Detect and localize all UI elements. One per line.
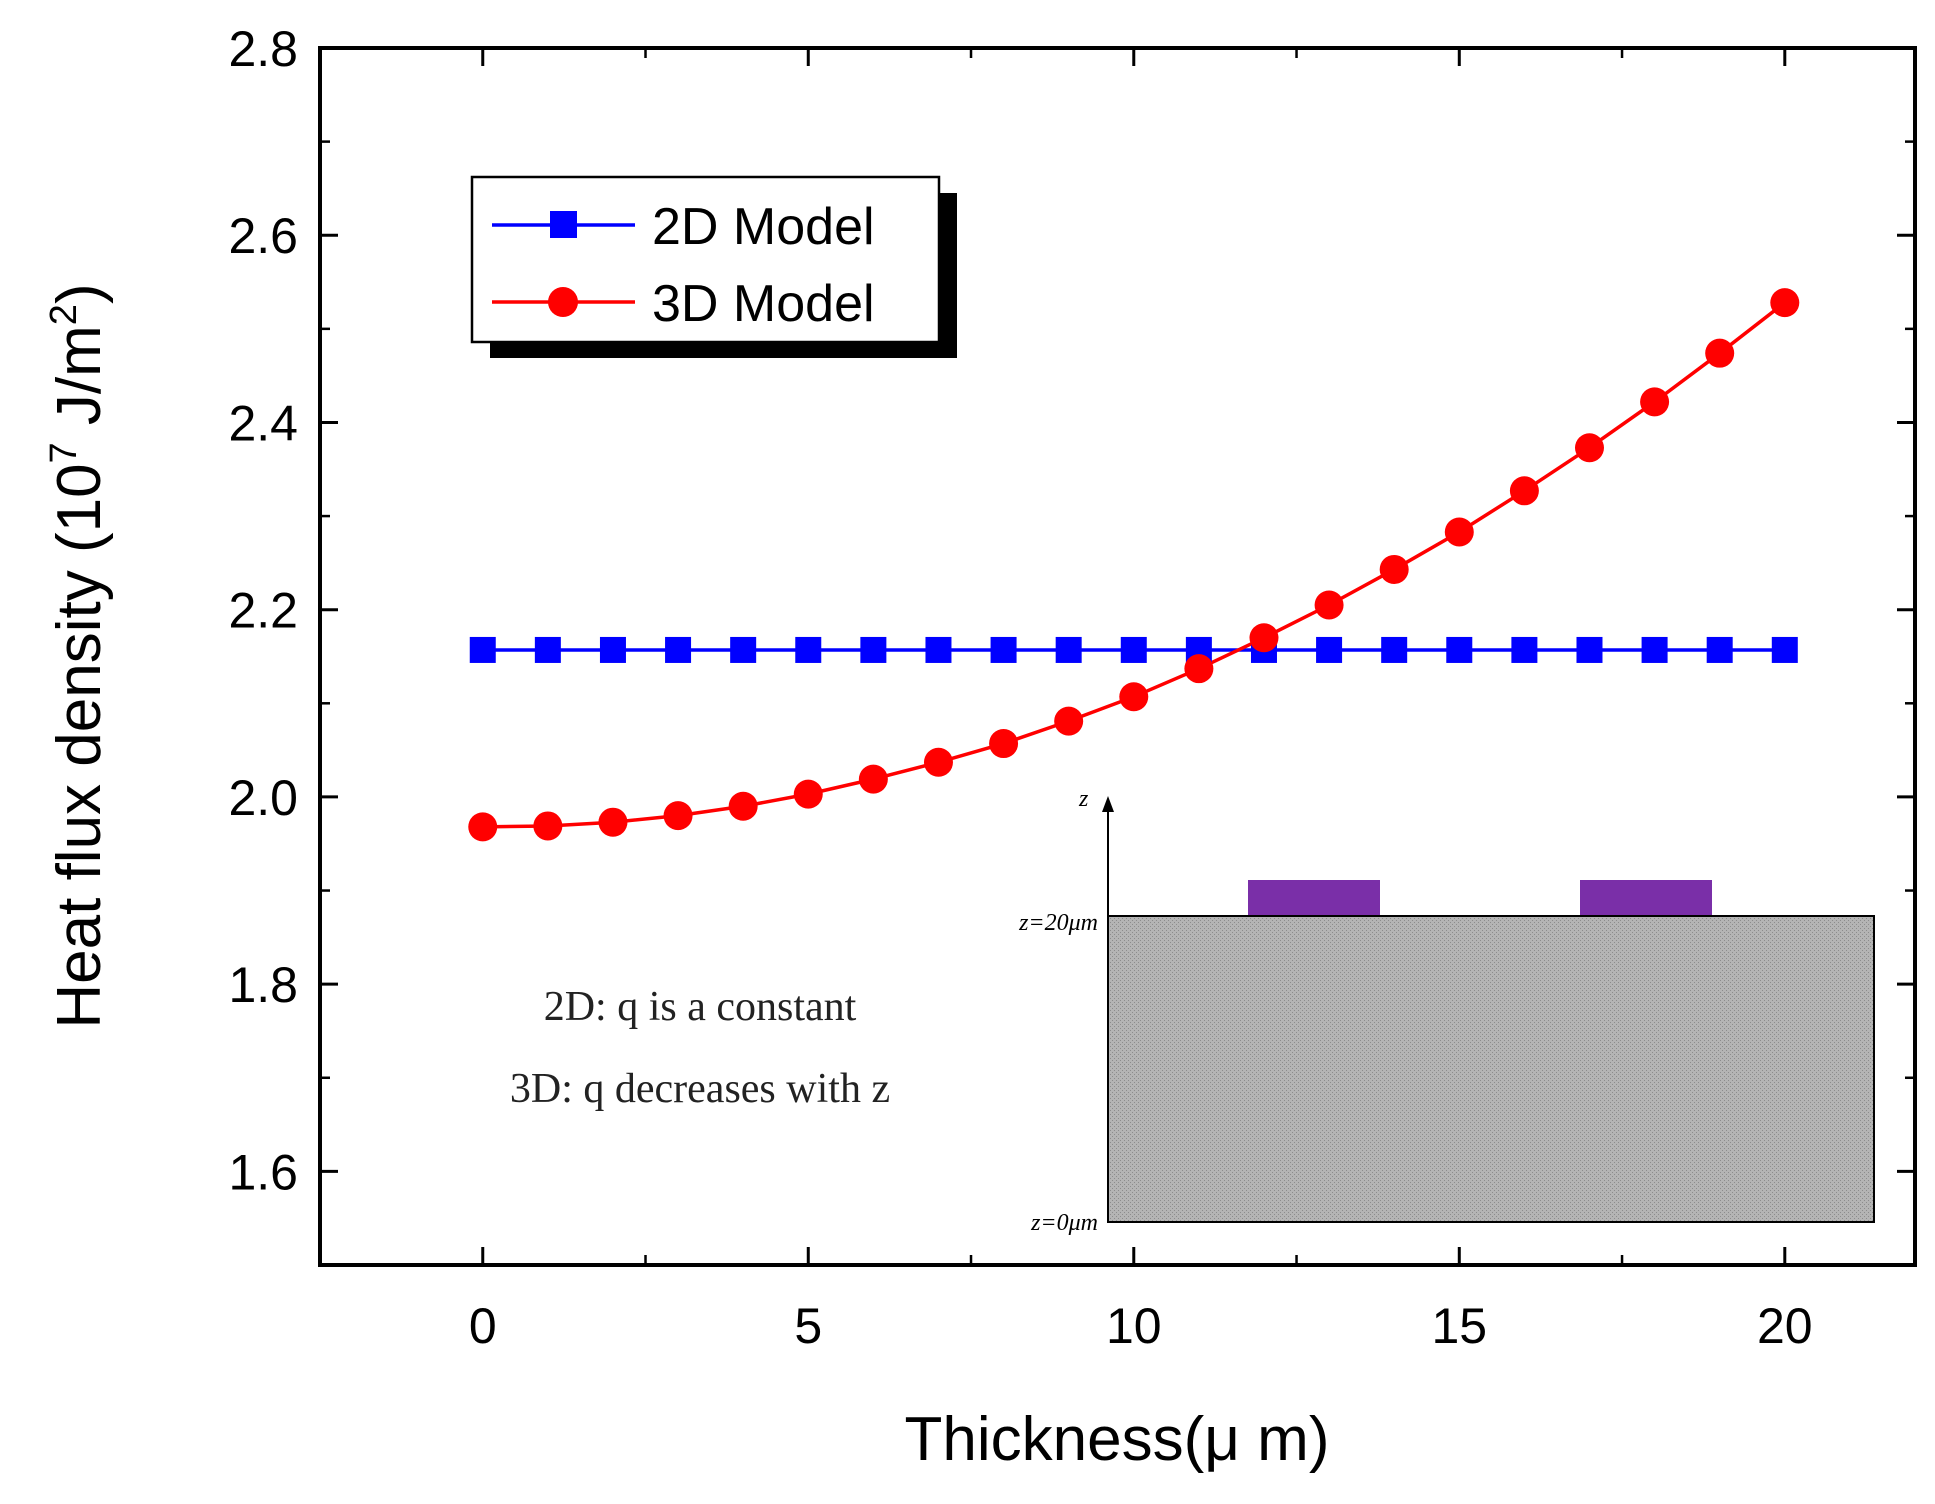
x-tick-label: 5 (794, 1298, 822, 1354)
y-tick-label: 2.4 (228, 395, 298, 451)
data-point-2d (1120, 636, 1147, 663)
data-point-2d (1641, 636, 1668, 663)
data-point-2d (534, 636, 561, 663)
annotation-2d: 2D: q is a constant (544, 984, 857, 1030)
inset-electrode-left (1248, 880, 1380, 916)
data-point-3d (1770, 288, 1800, 318)
data-point-2d (1511, 636, 1538, 663)
data-point-2d (599, 636, 626, 663)
legend-marker-3d (548, 287, 578, 317)
series-line-2 (482, 301, 1786, 829)
legend-label-3d: 3D Model (652, 275, 875, 333)
data-point-3d (663, 801, 693, 831)
series-lines (482, 301, 1786, 829)
y-tick-label: 2.8 (228, 21, 298, 77)
data-point-2d (1446, 636, 1473, 663)
data-point-3d (793, 779, 823, 809)
data-point-3d (1509, 476, 1539, 506)
data-point-2d (925, 636, 952, 663)
data-point-3d (533, 811, 563, 841)
data-point-3d (1314, 590, 1344, 620)
data-point-2d (1381, 636, 1408, 663)
data-point-3d (989, 729, 1019, 759)
data-point-2d (1055, 636, 1082, 663)
data-point-3d (923, 747, 953, 777)
x-tick-label: 10 (1106, 1298, 1162, 1354)
inset-z-label: z (1078, 786, 1089, 812)
inset-z-arrow-icon (1102, 796, 1114, 812)
legend-marker-2d (550, 211, 577, 238)
data-point-3d (1640, 387, 1670, 417)
data-point-2d (1576, 636, 1603, 663)
data-point-2d (1316, 636, 1343, 663)
inset-electrode-right (1580, 880, 1712, 916)
data-point-3d (1379, 554, 1409, 584)
x-axis-title: Thickness(μ m) (905, 1405, 1330, 1474)
inset-substrate (1107, 915, 1875, 1223)
data-point-2d (665, 636, 692, 663)
data-point-3d (1705, 338, 1735, 368)
plot-frame (318, 46, 1917, 1267)
data-point-3d (1119, 682, 1149, 712)
x-tick-label: 15 (1431, 1298, 1487, 1354)
data-point-3d (728, 791, 758, 821)
data-point-3d (468, 812, 498, 842)
data-point-2d (860, 636, 887, 663)
data-point-3d (1249, 623, 1279, 653)
y-tick-label: 1.6 (228, 1144, 298, 1200)
y-axis-title: Heat flux density (107 J/m2) (43, 283, 114, 1028)
data-point-2d (730, 636, 757, 663)
legend-label-2d: 2D Model (652, 198, 875, 256)
data-point-2d (795, 636, 822, 663)
series-markers (468, 288, 1800, 842)
data-point-3d (1444, 517, 1474, 547)
data-point-3d (1054, 706, 1084, 736)
axis-ticks: 0 5 10 15 20 1.6 1.8 2.0 2.2 2.4 2.6 2.8 (228, 21, 1915, 1354)
inset-bottom-label: z=0μm (1030, 1210, 1098, 1236)
data-point-2d (1706, 636, 1733, 663)
data-point-3d (858, 764, 888, 794)
x-tick-label: 0 (469, 1298, 497, 1354)
data-point-2d (1771, 636, 1798, 663)
data-point-2d (990, 636, 1017, 663)
data-point-3d (1184, 654, 1214, 684)
y-tick-label: 2.2 (228, 583, 298, 639)
data-point-2d (469, 636, 496, 663)
legend: 2D Model 3D Model (470, 175, 957, 358)
y-tick-label: 2.0 (228, 770, 298, 826)
x-tick-label: 20 (1757, 1298, 1813, 1354)
data-point-3d (1574, 433, 1604, 463)
data-point-3d (598, 807, 628, 837)
inset-schematic: z z=20μm z=0μm (1018, 786, 1875, 1236)
annotation-3d: 3D: q decreases with z (510, 1066, 890, 1112)
inset-top-label: z=20μm (1018, 910, 1098, 936)
y-tick-label: 2.6 (228, 208, 298, 264)
legend-box (470, 175, 941, 344)
y-tick-label: 1.8 (228, 957, 298, 1013)
